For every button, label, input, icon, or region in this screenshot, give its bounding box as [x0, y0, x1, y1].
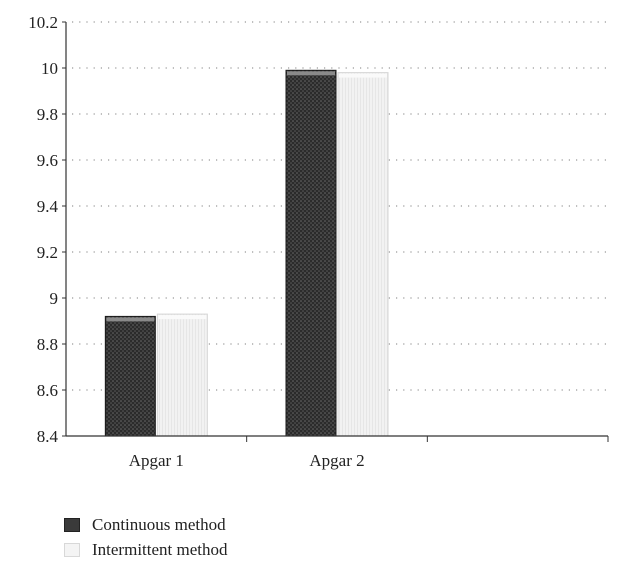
- legend-label-continuous: Continuous method: [92, 514, 226, 534]
- y-tick-label: 8.8: [37, 335, 58, 354]
- bar-continuous: [285, 69, 337, 437]
- y-tick-label: 9.8: [37, 105, 58, 124]
- bar-top-highlight: [158, 315, 207, 320]
- x-tick-label: Apgar 1: [129, 451, 184, 470]
- bar-chart: 8.4 8.6 8.8 9 9.2 9.4 9.6 9.8 10 10.2 Apgar 1 Apgar…: [28, 13, 609, 470]
- y-tick-label: 9.2: [37, 243, 58, 262]
- bar-intermittent: [337, 72, 389, 437]
- bar-continuous: [104, 315, 156, 437]
- legend-swatch-intermittent: [64, 542, 80, 557]
- x-tick-label: Apgar 2: [309, 451, 364, 470]
- bar-top-highlight: [106, 317, 155, 322]
- y-tick-label: 10: [41, 59, 58, 78]
- bars: [104, 69, 389, 437]
- legend-label-intermittent: Intermittent method: [92, 539, 228, 559]
- y-tick-label: 8.4: [37, 427, 59, 446]
- bar-intermittent: [156, 313, 208, 437]
- legend-swatch-continuous: [64, 517, 80, 532]
- legend-item-continuous: Continuous method: [64, 512, 228, 537]
- legend: Continuous method Intermittent method: [64, 512, 228, 562]
- y-tick-label: 9.4: [37, 197, 59, 216]
- bar-top-highlight: [287, 71, 335, 76]
- y-tick-label: 9.6: [37, 151, 58, 170]
- y-tick-label: 10.2: [28, 13, 58, 32]
- legend-item-intermittent: Intermittent method: [64, 537, 228, 562]
- y-tick-label: 9: [50, 289, 59, 308]
- axes: 8.4 8.6 8.8 9 9.2 9.4 9.6 9.8 10 10.2 Apgar 1 Apgar…: [28, 13, 609, 470]
- bar-top-highlight: [339, 73, 387, 78]
- gridlines: [72, 21, 608, 391]
- y-tick-label: 8.6: [37, 381, 58, 400]
